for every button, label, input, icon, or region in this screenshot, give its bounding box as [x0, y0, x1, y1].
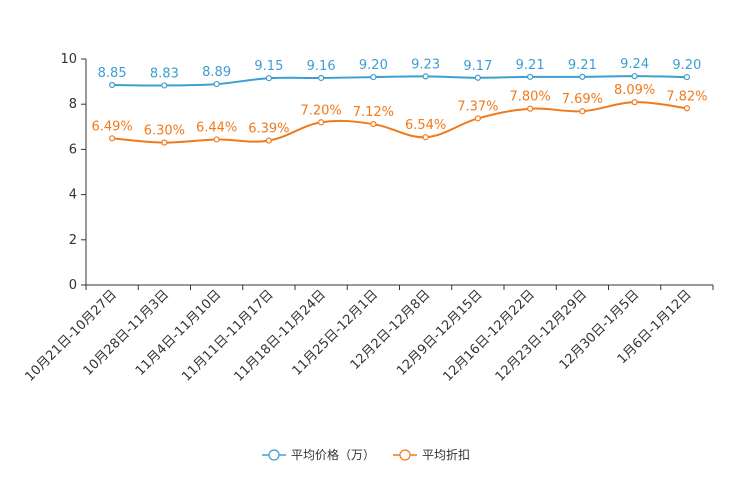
series-1: 8.85 8.83 8.89 9.15 9.16 9.20 9.23 9.17 9.21 9.21… — [98, 57, 701, 89]
x-tick-label: 11月18日-11月24日 — [231, 287, 328, 384]
data-label: 8.85 — [98, 66, 127, 81]
data-point — [474, 115, 481, 122]
legend-label: 平均价格（万） — [291, 447, 375, 462]
data-point — [109, 135, 116, 142]
data-point — [318, 74, 325, 82]
data-label: 6.39% — [248, 122, 289, 137]
data-label: 7.82% — [666, 89, 707, 104]
data-point — [579, 108, 586, 115]
data-label: 8.09% — [614, 83, 655, 98]
data-label: 9.15 — [254, 59, 283, 74]
series-line — [112, 101, 687, 144]
data-point — [370, 120, 377, 128]
y-tick-label: 6 — [69, 142, 77, 157]
data-point — [161, 139, 168, 146]
y-tick-label: 0 — [69, 278, 77, 293]
series-2: 6.49% 6.30% 6.44% 6.39% 7.20% 7.12% 6.54% 7.37%… — [91, 83, 708, 146]
data-label: 9.20 — [359, 58, 388, 73]
data-label: 8.83 — [150, 66, 179, 81]
data-label: 7.37% — [457, 99, 498, 114]
x-tick-label: 10月21日-10月27日 — [22, 287, 119, 384]
data-point — [213, 136, 220, 143]
data-point — [109, 81, 116, 89]
legend-label: 平均折扣 — [422, 447, 470, 462]
legend-item-2: 平均折扣 — [393, 447, 470, 462]
data-label: 9.21 — [568, 58, 597, 73]
legend: 平均价格（万） 平均折扣 — [262, 447, 470, 462]
data-point — [265, 75, 272, 82]
data-point — [683, 105, 690, 112]
x-tick-label: 12月23日-12月29日 — [493, 287, 590, 384]
data-point — [318, 119, 325, 126]
data-label: 9.17 — [463, 59, 492, 74]
data-point — [161, 82, 168, 89]
y-tick-label: 8 — [69, 97, 77, 112]
data-label: 7.80% — [509, 90, 550, 105]
legend-marker — [268, 449, 280, 461]
x-tick-label: 11月11日-11月17日 — [179, 287, 276, 384]
axes: 024681010月21日-10月27日10月28日-11月3日11月4日-11… — [22, 52, 714, 385]
data-point — [213, 80, 220, 88]
data-label: 7.69% — [562, 92, 603, 107]
data-label: 8.89 — [202, 65, 231, 80]
data-point — [474, 74, 481, 81]
legend-marker — [399, 449, 411, 461]
data-point — [265, 137, 272, 144]
data-label: 7.12% — [353, 105, 394, 120]
y-tick-label: 4 — [69, 188, 77, 203]
data-label: 6.44% — [196, 120, 237, 135]
data-label: 9.21 — [516, 58, 545, 73]
data-label: 6.30% — [144, 124, 185, 139]
y-tick-label: 2 — [69, 233, 77, 248]
data-point — [527, 105, 534, 112]
legend-item-1: 平均价格（万） — [262, 447, 375, 462]
data-point — [422, 134, 429, 141]
data-label: 9.24 — [620, 57, 649, 72]
data-label: 9.16 — [307, 59, 336, 74]
data-label: 7.20% — [300, 103, 341, 118]
data-point — [683, 73, 690, 81]
data-point — [370, 73, 377, 81]
data-label: 6.49% — [91, 119, 132, 134]
data-point — [579, 73, 586, 80]
data-label: 9.23 — [411, 57, 440, 72]
data-point — [631, 73, 638, 80]
data-point — [527, 73, 534, 80]
data-point — [422, 73, 429, 80]
series-group: 8.85 8.83 8.89 9.15 9.16 9.20 9.23 9.17 9.21 9.21… — [91, 57, 708, 146]
data-label: 6.54% — [405, 118, 446, 133]
data-label: 9.20 — [672, 58, 701, 73]
y-tick-label: 10 — [60, 52, 77, 67]
x-tick-label: 12月16日-12月22日 — [440, 287, 537, 384]
series-line — [112, 75, 687, 87]
data-point — [631, 99, 638, 106]
